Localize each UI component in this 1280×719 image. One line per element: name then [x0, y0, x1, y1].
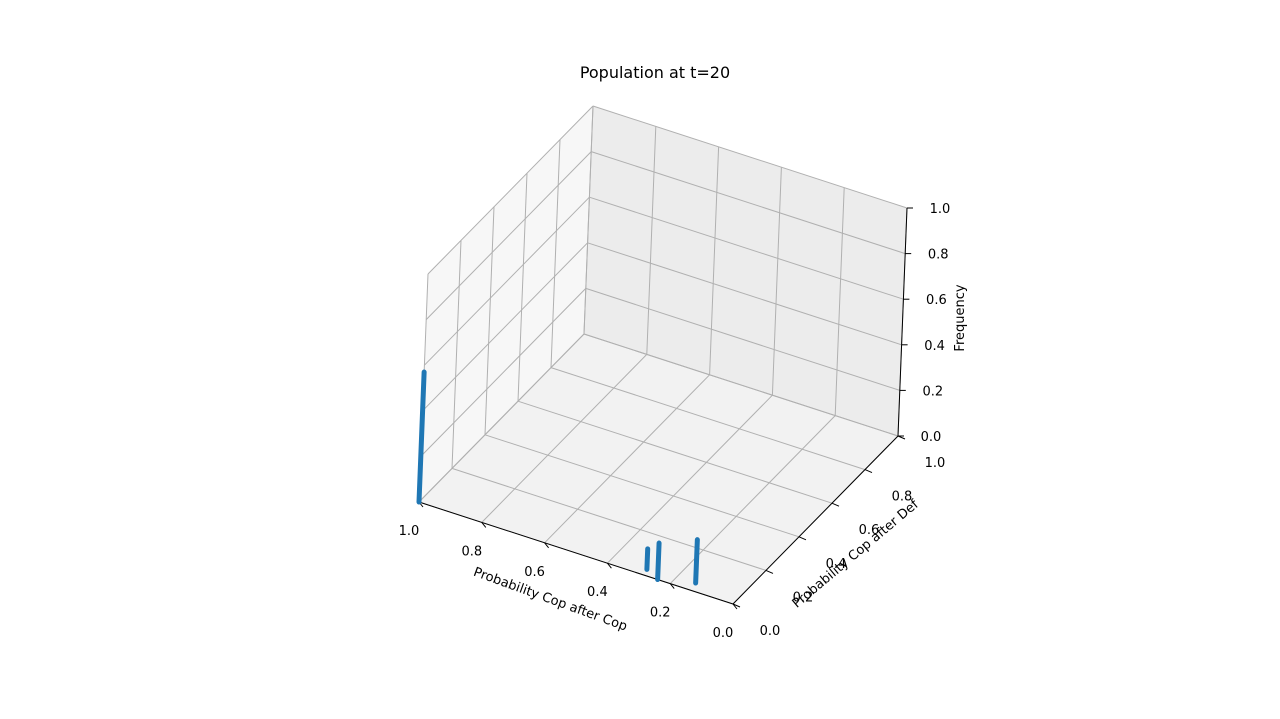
x-tick-label-1: 0.2 — [650, 606, 671, 621]
bar-0 — [416, 369, 427, 505]
gridline-left-z-5 — [427, 105, 594, 275]
gridline-floor-y-1 — [451, 467, 767, 571]
pane-back — [584, 106, 907, 436]
bar-1 — [644, 546, 651, 572]
gridline-back-x-1 — [834, 187, 845, 416]
gridline-back-z-5 — [592, 105, 908, 209]
y-tick-3 — [831, 502, 840, 507]
gridline-back-z-1 — [585, 287, 900, 391]
y-tick-label-2: 0.4 — [826, 557, 847, 572]
pane-left — [419, 106, 593, 502]
x-tick-label-3: 0.6 — [524, 565, 545, 580]
y-tick-1 — [765, 569, 774, 574]
z-tick-label-3: 0.6 — [926, 293, 947, 308]
z-axis-line — [897, 207, 908, 437]
chart-title: Population at t=20 — [580, 63, 730, 82]
y-tick-label-1: 0.2 — [793, 590, 814, 605]
z-tick-label-5: 1.0 — [930, 202, 951, 217]
x-tick-label-4: 0.8 — [461, 544, 482, 559]
y-axis-line — [732, 435, 899, 605]
gridline-left-z-2 — [422, 242, 588, 412]
x-tick-3 — [544, 542, 549, 549]
gridline-back-z-2 — [587, 242, 902, 346]
x-tick-label-0: 0.0 — [713, 626, 734, 641]
x-axis-line — [418, 501, 734, 605]
gridline-floor-x-3 — [544, 374, 710, 544]
tick-labels: 0.0 0.2 0.4 0.6 0.8 1.0 0.0 0.2 0.4 0.6 0.8 1.0 0.0 0… — [399, 202, 951, 641]
gridline-floor-y-4 — [550, 367, 866, 471]
gridline-back-x-5 — [583, 105, 594, 335]
z-tick-label-4: 0.8 — [928, 248, 949, 263]
pane-floor — [419, 334, 898, 604]
x-tick-1 — [669, 583, 675, 589]
gridline-back-x-2 — [771, 167, 782, 396]
y-tick-2 — [798, 536, 807, 541]
gridline-floor-y-3 — [517, 400, 833, 504]
gridline-floor-y-5 — [583, 333, 899, 437]
bar-3 — [693, 537, 700, 586]
gridline-left-y-2 — [484, 206, 495, 435]
gridline-back-x-3 — [709, 146, 720, 375]
gridline-floor-x-2 — [607, 394, 773, 564]
gridline-left-y-3 — [517, 173, 528, 402]
y-tick-0 — [732, 603, 741, 608]
gridline-left-y-4 — [550, 139, 561, 368]
z-tick-label-2: 0.4 — [924, 339, 945, 354]
gridline-floor-x-5 — [418, 333, 585, 503]
y-tick-label-5: 1.0 — [925, 456, 946, 471]
axis-lines — [418, 207, 913, 610]
z-tick-label-0: 0.0 — [921, 430, 942, 445]
gridline-back-z-4 — [591, 151, 906, 255]
gridline-back-x-4 — [646, 126, 657, 355]
gridline-floor-x-4 — [481, 354, 648, 523]
gridline-left-z-3 — [424, 196, 590, 366]
x-tick-label-2: 0.4 — [587, 585, 608, 600]
z-tick-label-1: 0.2 — [922, 384, 943, 399]
axis-panes — [419, 106, 907, 604]
bar-2 — [655, 540, 662, 583]
x-tick-0 — [732, 603, 738, 610]
y-tick-4 — [864, 469, 873, 474]
x-tick-4 — [481, 522, 487, 528]
gridline-left-z-4 — [425, 151, 592, 320]
gridline-back-z-3 — [589, 196, 904, 300]
gridline-left-z-1 — [420, 288, 587, 457]
data-bars — [416, 369, 700, 586]
gridline-left-y-1 — [451, 240, 462, 469]
y-tick-label-4: 0.8 — [892, 490, 913, 505]
y-tick-label-3: 0.6 — [859, 523, 880, 538]
y-tick-label-0: 0.0 — [760, 624, 781, 639]
gridline-floor-y-2 — [484, 434, 800, 538]
x-tick-2 — [607, 562, 612, 569]
z-axis-label: Frequency — [953, 284, 968, 351]
x-tick-label-5: 1.0 — [399, 524, 420, 539]
